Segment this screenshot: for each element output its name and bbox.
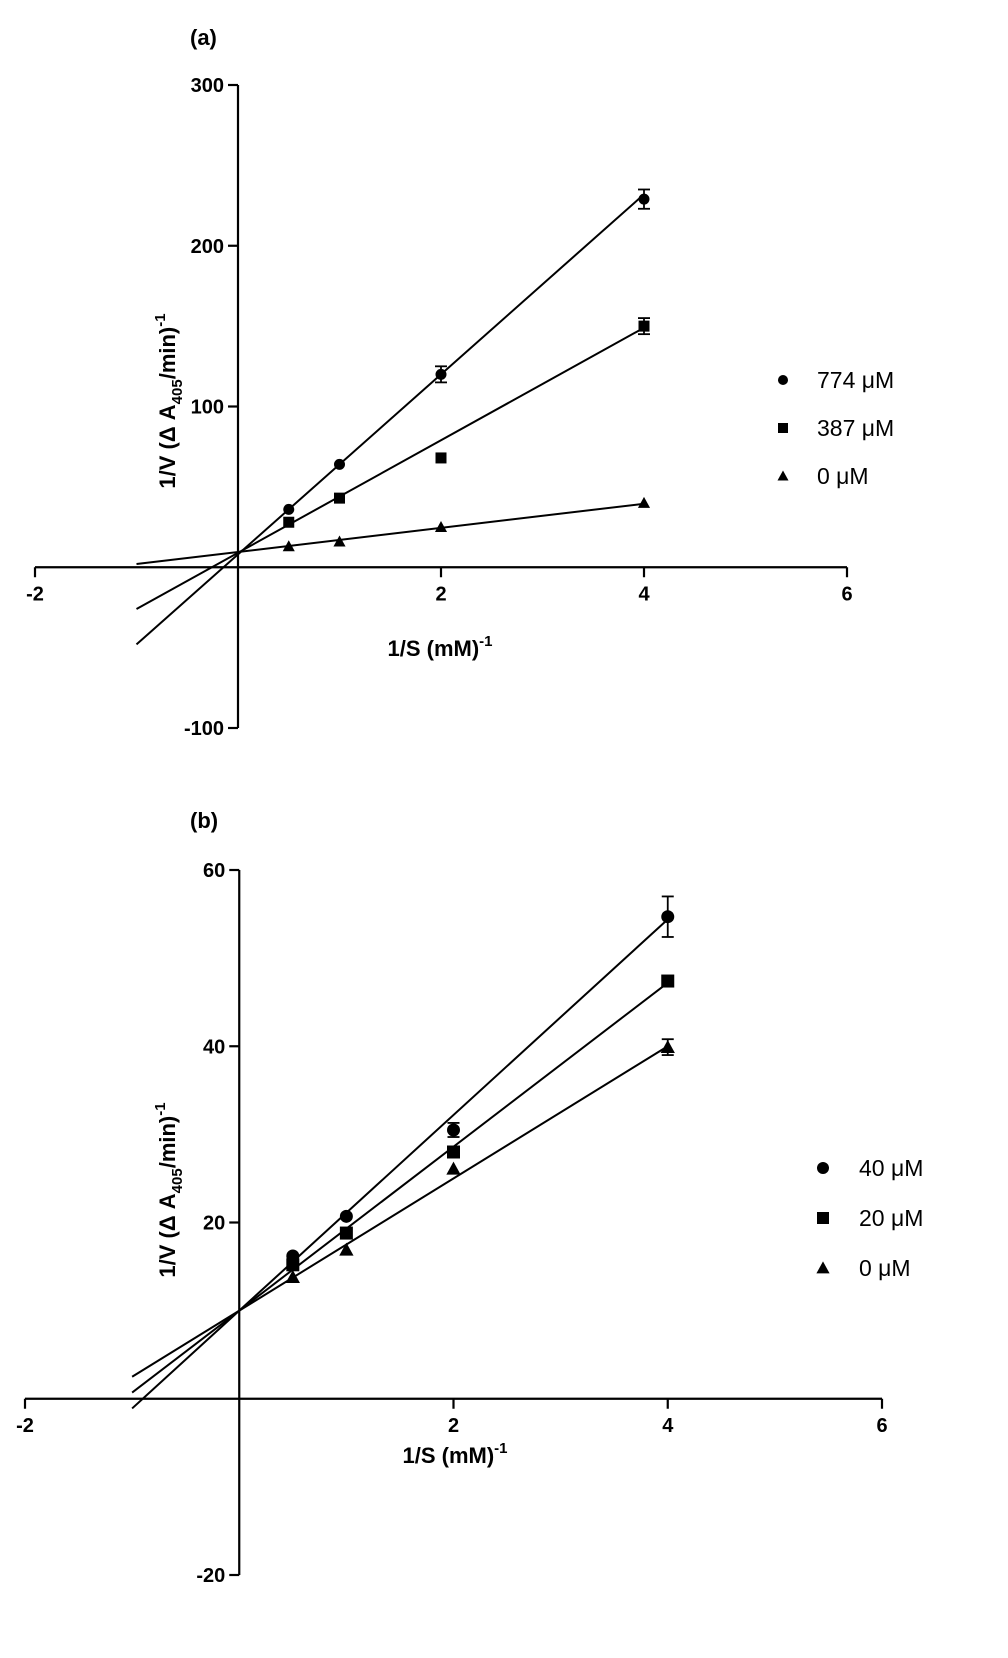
data-point: [435, 452, 447, 464]
panel-label: (a): [190, 25, 217, 50]
legend-marker: [816, 1261, 830, 1274]
y-tick-label: 60: [203, 860, 225, 882]
legend-marker: [777, 470, 789, 481]
data-point: [334, 492, 345, 504]
x-tick-label: 6: [841, 583, 852, 605]
panel-label: (b): [190, 808, 218, 833]
y-tick-label: 40: [203, 1036, 225, 1058]
data-point: [661, 910, 675, 924]
data-point: [283, 503, 295, 515]
x-axis-title: 1/S (mM)-1: [387, 633, 492, 661]
data-point: [447, 1123, 460, 1137]
data-point: [339, 1209, 353, 1223]
y-axis-title-prefix: 1/V (Δ A: [155, 1193, 180, 1277]
legend-label: 387 μM: [817, 415, 894, 441]
legend-marker: [778, 375, 788, 385]
legend-marker: [778, 423, 788, 433]
fit-line: [135, 193, 645, 646]
y-axis-title-superscript: -1: [152, 1102, 169, 1115]
legend-label: 40 μM: [859, 1155, 923, 1181]
x-axis-title-superscript: -1: [479, 633, 492, 650]
y-axis-title-prefix: 1/V (Δ A: [155, 404, 180, 488]
x-tick-label: -2: [26, 583, 44, 605]
legend-label: 20 μM: [859, 1205, 923, 1231]
y-tick-label: -20: [196, 1565, 225, 1587]
y-axis-title-suffix: /min): [155, 1116, 180, 1169]
fit-line: [131, 1045, 669, 1378]
data-point: [333, 535, 346, 547]
legend-marker: [817, 1212, 829, 1224]
data-point: [339, 1226, 353, 1240]
y-axis-title-superscript: -1: [152, 313, 169, 326]
data-point: [339, 1242, 354, 1256]
data-point: [661, 974, 675, 988]
y-tick-label: -100: [184, 718, 224, 740]
legend-label: 0 μM: [859, 1255, 911, 1281]
y-tick-label: 200: [191, 236, 224, 258]
fit-line: [131, 982, 669, 1394]
x-tick-label: 2: [448, 1415, 459, 1437]
data-point: [447, 1145, 460, 1159]
data-point: [282, 540, 295, 552]
x-tick-label: 2: [435, 583, 446, 605]
x-tick-label: 6: [876, 1415, 887, 1437]
data-point: [638, 320, 650, 332]
fit-line: [136, 326, 645, 610]
legend-marker: [817, 1162, 829, 1174]
x-tick-label: -2: [16, 1415, 34, 1437]
y-axis-title-suffix: /min): [155, 327, 180, 380]
fit-line: [131, 918, 669, 1410]
y-tick-label: 300: [191, 75, 224, 97]
y-tick-label: 20: [203, 1213, 225, 1235]
data-point: [660, 1039, 675, 1053]
data-point: [334, 458, 345, 470]
y-axis-title-subscript: 405: [169, 379, 186, 404]
legend-label: 0 μM: [817, 463, 869, 489]
data-point: [637, 496, 651, 508]
data-point: [285, 1269, 300, 1283]
data-point: [435, 368, 447, 380]
data-point: [638, 193, 650, 205]
data-point: [446, 1161, 461, 1175]
x-tick-label: 4: [638, 583, 650, 605]
y-tick-label: 100: [191, 397, 224, 419]
y-axis-title-subscript: 405: [169, 1168, 186, 1193]
data-point: [434, 521, 448, 533]
x-axis-title-text: 1/S (mM): [402, 1443, 494, 1468]
fit-line: [136, 502, 645, 566]
y-axis-title: 1/V (Δ A405/min)-1: [152, 1102, 186, 1277]
legend-label: 774 μM: [817, 367, 894, 393]
y-axis-title: 1/V (Δ A405/min)-1: [152, 313, 186, 488]
data-point: [283, 516, 295, 528]
x-axis-title-text: 1/S (mM): [387, 636, 479, 661]
data-point: [286, 1258, 300, 1272]
x-axis-title-superscript: -1: [494, 1440, 507, 1457]
x-tick-label: 4: [662, 1415, 674, 1437]
x-axis-title: 1/S (mM)-1: [402, 1440, 507, 1468]
